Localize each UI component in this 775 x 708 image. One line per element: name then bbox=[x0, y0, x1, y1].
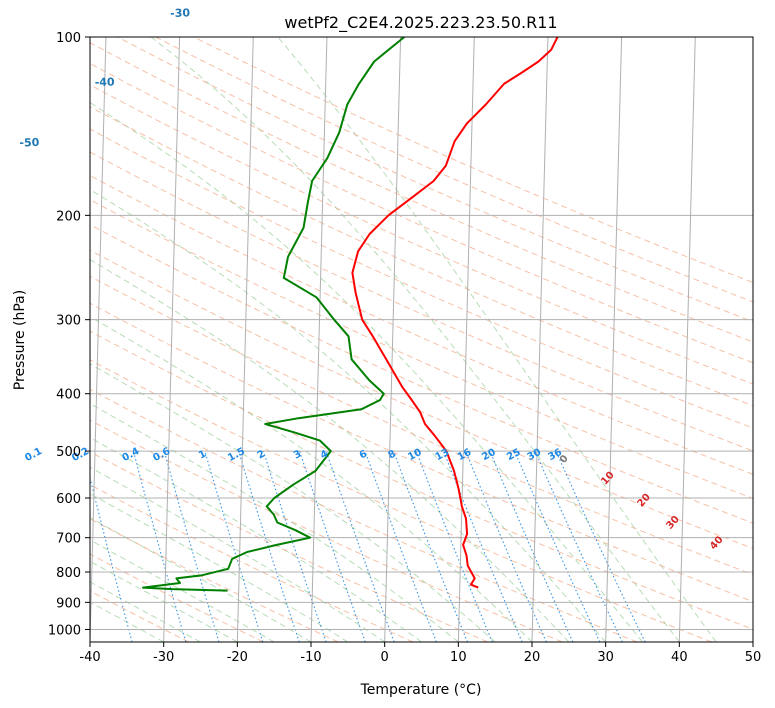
plot-area bbox=[90, 37, 753, 642]
dry-adiabat bbox=[90, 106, 753, 407]
y-tick-label: 600 bbox=[56, 492, 81, 507]
moist-adiabat bbox=[90, 363, 496, 642]
dry-adiabat bbox=[90, 553, 264, 642]
isotherm-line bbox=[678, 37, 696, 642]
moist-adiabat bbox=[150, 37, 680, 642]
x-tick-label: 0 bbox=[381, 650, 389, 665]
mixing-ratio-label: 8 bbox=[386, 448, 397, 461]
moist-adiabat bbox=[90, 403, 459, 642]
mixing-ratio-line bbox=[489, 450, 574, 642]
mixing-ratio-line bbox=[132, 450, 187, 642]
x-tick-label: -30 bbox=[153, 650, 174, 665]
mixing-ratio-line bbox=[299, 450, 366, 642]
mixing-ratio-line bbox=[262, 450, 327, 642]
mixing-ratio-line bbox=[465, 450, 547, 642]
dry-adiabat bbox=[90, 302, 753, 603]
x-tick-label: -10 bbox=[300, 650, 321, 665]
dry-adiabat bbox=[90, 451, 488, 642]
mixing-ratio-line bbox=[238, 450, 300, 642]
mixing-ratio-line bbox=[443, 450, 523, 642]
y-tick-label: 200 bbox=[56, 209, 81, 224]
y-tick-label: 400 bbox=[56, 388, 81, 403]
moist-adiabat bbox=[90, 436, 422, 642]
isotherm-line bbox=[90, 37, 107, 642]
mixing-ratio-label: 1 bbox=[197, 448, 208, 461]
x-tick-label: -20 bbox=[227, 650, 248, 665]
y-tick-label: 900 bbox=[56, 596, 81, 611]
isotherm-label: -40 bbox=[95, 75, 116, 89]
isotherm-label: -30 bbox=[170, 6, 191, 20]
dry-adiabat bbox=[90, 42, 753, 343]
y-tick-label: 500 bbox=[56, 445, 81, 460]
dry-adiabat bbox=[90, 175, 753, 475]
x-tick-label: 50 bbox=[745, 650, 762, 665]
moist-adiabat bbox=[90, 102, 643, 642]
dry-adiabat bbox=[90, 249, 753, 550]
mixing-ratio-lines bbox=[90, 450, 646, 642]
moist-adiabat bbox=[90, 188, 607, 642]
dry-adiabat bbox=[90, 590, 190, 642]
temperature-line bbox=[351, 37, 559, 589]
x-axis-ticks: -40 -30 -20 -10 0 10 20 30 40 50 bbox=[79, 642, 761, 665]
dewpoint-line bbox=[142, 37, 405, 592]
x-tick-label: 30 bbox=[597, 650, 614, 665]
moist-adiabat bbox=[277, 37, 717, 642]
pressure-gridlines bbox=[90, 37, 753, 630]
y-tick-label: 1000 bbox=[48, 623, 81, 638]
skewed-isotherms bbox=[90, 37, 753, 642]
moist-adiabat bbox=[90, 258, 570, 642]
x-tick-label: 10 bbox=[450, 650, 467, 665]
dry-adiabat bbox=[90, 419, 563, 642]
x-tick-label: 40 bbox=[671, 650, 688, 665]
y-tick-label: 800 bbox=[56, 566, 81, 581]
moist-adiabats bbox=[90, 37, 717, 642]
mixing-ratio-line bbox=[364, 450, 437, 642]
moist-adiabat bbox=[90, 466, 385, 642]
chart-title: wetPf2_C2E4.2025.223.23.50.R11 bbox=[284, 13, 557, 33]
profile-lines bbox=[142, 37, 559, 592]
y-tick-label: 700 bbox=[56, 532, 81, 547]
moist-adiabat bbox=[90, 493, 349, 642]
y-tick-label: 300 bbox=[56, 314, 81, 329]
dry-adiabat bbox=[90, 84, 753, 385]
moist-adiabat bbox=[90, 316, 533, 642]
isotherm-line bbox=[384, 37, 402, 642]
isotherm-line bbox=[163, 37, 181, 642]
mixing-ratio-line bbox=[204, 450, 264, 642]
dry-adiabat bbox=[90, 199, 753, 499]
isotherm-line bbox=[310, 37, 328, 642]
dry-adiabat bbox=[117, 37, 753, 323]
y-axis-ticks: 100 200 300 400 500 600 700 800 900 1000 bbox=[48, 31, 90, 638]
x-tick-label: -40 bbox=[79, 650, 100, 665]
mixing-ratio-line bbox=[163, 450, 220, 642]
mixing-ratio-line bbox=[393, 450, 469, 642]
mixing-ratio-label: 2 bbox=[256, 448, 267, 461]
y-axis-label: Pressure (hPa) bbox=[12, 290, 28, 390]
plot-frame bbox=[89, 36, 754, 643]
isotherm-label: -50 bbox=[19, 136, 40, 150]
dry-adiabat bbox=[90, 388, 638, 642]
x-axis-label: Temperature (°C) bbox=[360, 682, 482, 698]
dry-adiabat bbox=[90, 223, 753, 524]
isotherm-line bbox=[457, 37, 475, 642]
isotherm-line bbox=[605, 37, 623, 642]
dry-adiabat bbox=[90, 359, 712, 642]
mixing-ratio-label: 3 bbox=[292, 448, 303, 461]
dry-adiabat bbox=[193, 37, 753, 283]
mixing-ratio-label: 4 bbox=[319, 448, 330, 461]
isotherm-line bbox=[236, 37, 254, 642]
x-tick-label: 20 bbox=[524, 650, 541, 665]
dry-adiabats bbox=[90, 37, 753, 642]
mixing-ratio-label: 6 bbox=[358, 448, 369, 461]
isotherm-line bbox=[531, 37, 549, 642]
y-tick-label: 100 bbox=[56, 31, 81, 46]
